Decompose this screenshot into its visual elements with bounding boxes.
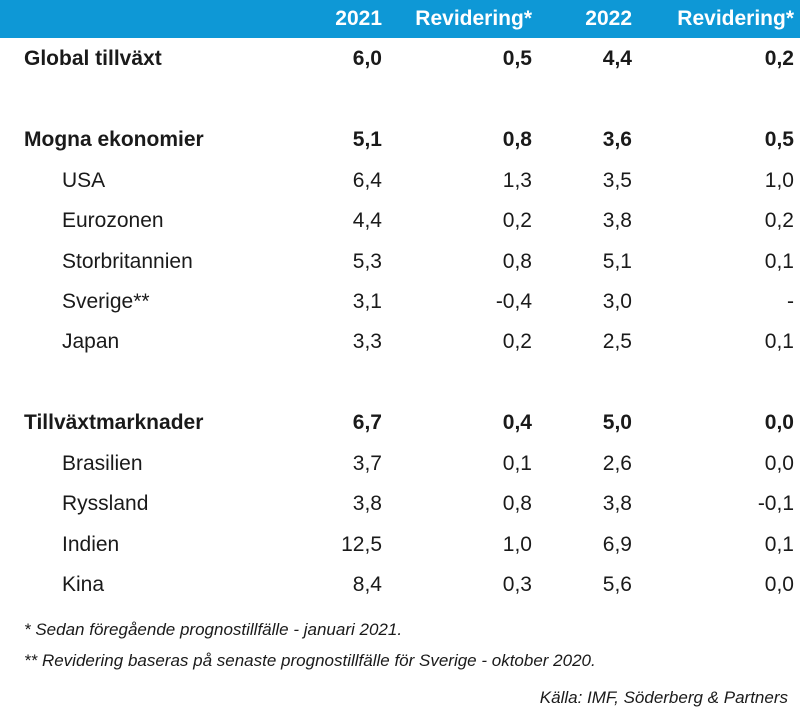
row-label: Ryssland: [62, 492, 149, 515]
revision-2021: 0,8: [502, 492, 532, 515]
header-revision-2021: Revidering*: [415, 7, 532, 30]
header-2021: 2021: [335, 7, 382, 30]
value-2021: 3,8: [352, 492, 382, 515]
revision-2021: 0,3: [502, 573, 532, 596]
row-label: Kina: [62, 573, 105, 596]
table-row-usa: USA 6,4 1,3 3,5 1,0: [0, 161, 800, 201]
value-2022: 3,8: [602, 209, 632, 232]
row-label: USA: [62, 169, 106, 192]
value-2022: 3,5: [602, 169, 632, 192]
revision-2021: 0,2: [502, 330, 532, 353]
row-label: Tillväxtmarknader: [24, 411, 204, 434]
table-row-ryssland: Ryssland 3,8 0,8 3,8 -0,1: [0, 484, 800, 524]
revision-2022: 0,5: [764, 128, 794, 151]
row-label: Japan: [62, 330, 120, 353]
row-label: Eurozonen: [62, 209, 164, 232]
row-label: Global tillväxt: [24, 47, 162, 70]
revision-2022: 0,1: [764, 330, 794, 353]
table-row-brasilien: Brasilien 3,7 0,1 2,6 0,0: [0, 444, 800, 484]
revision-2021: 0,8: [502, 250, 532, 273]
table-row-indien: Indien 12,5 1,0 6,9 0,1: [0, 525, 800, 565]
table-row-storbritannien: Storbritannien 5,3 0,8 5,1 0,1: [0, 242, 800, 282]
revision-2022: 0,0: [764, 411, 794, 434]
value-2021: 5,1: [352, 128, 382, 151]
revision-2022: 0,1: [764, 250, 794, 273]
footnote-2: ** Revidering baseras på senaste prognos…: [24, 651, 596, 670]
table-row-mogna: Mogna ekonomier 5,1 0,8 3,6 0,5: [0, 120, 800, 160]
revision-2022: 1,0: [764, 169, 794, 192]
revision-2022: 0,0: [764, 573, 794, 596]
table-row-tillvaxtmarknader: Tillväxtmarknader 6,7 0,4 5,0 0,0: [0, 403, 800, 443]
revision-2022: -: [787, 290, 794, 313]
value-2021: 6,4: [352, 169, 382, 192]
row-label: Mogna ekonomier: [24, 128, 204, 151]
header-revision-2022: Revidering*: [677, 7, 794, 30]
table-header: 2021 Revidering* 2022 Revidering*: [0, 0, 800, 38]
value-2021: 4,4: [352, 209, 382, 232]
value-2021: 3,1: [352, 290, 382, 313]
value-2022: 4,4: [602, 47, 632, 70]
revision-2021: 0,5: [502, 47, 532, 70]
footnote-1: * Sedan föregående prognostillfälle - ja…: [24, 620, 403, 639]
header-2022: 2022: [585, 7, 632, 30]
value-2022: 6,9: [602, 533, 632, 556]
value-2022: 3,6: [602, 128, 632, 151]
row-label: Sverige**: [62, 290, 150, 313]
value-2021: 6,0: [352, 47, 382, 70]
value-2021: 8,4: [352, 573, 382, 596]
source-note: Källa: IMF, Söderberg & Partners: [539, 688, 788, 707]
value-2022: 3,0: [602, 290, 632, 313]
revision-2021: 0,8: [502, 128, 532, 151]
revision-2021: -0,4: [495, 290, 532, 313]
table-row-japan: Japan 3,3 0,2 2,5 0,1: [0, 322, 800, 362]
table-row-eurozonen: Eurozonen 4,4 0,2 3,8 0,2: [0, 201, 800, 241]
revision-2021: 0,2: [502, 209, 532, 232]
row-label: Storbritannien: [62, 250, 193, 273]
revision-2021: 0,4: [502, 411, 532, 434]
value-2022: 2,6: [602, 452, 632, 475]
value-2021: 3,3: [352, 330, 382, 353]
value-2021: 6,7: [352, 411, 382, 434]
value-2022: 5,0: [602, 411, 632, 434]
revision-2022: 0,2: [764, 47, 794, 70]
table-row-global: Global tillväxt 6,0 0,5 4,4 0,2: [0, 39, 800, 79]
revision-2021: 0,1: [502, 452, 532, 475]
value-2021: 3,7: [352, 452, 382, 475]
revision-2022: 0,0: [764, 452, 794, 475]
row-label: Brasilien: [62, 452, 143, 475]
value-2022: 5,6: [602, 573, 632, 596]
value-2021: 12,5: [341, 533, 382, 556]
value-2022: 2,5: [602, 330, 632, 353]
value-2022: 3,8: [602, 492, 632, 515]
revision-2022: 0,1: [764, 533, 794, 556]
revision-2021: 1,3: [502, 169, 532, 192]
revision-2021: 1,0: [502, 533, 532, 556]
row-label: Indien: [62, 533, 120, 556]
value-2022: 5,1: [602, 250, 632, 273]
table-row-sverige: Sverige** 3,1 -0,4 3,0 -: [0, 282, 800, 322]
table-row-kina: Kina 8,4 0,3 5,6 0,0: [0, 565, 800, 605]
revision-2022: -0,1: [757, 492, 794, 515]
value-2021: 5,3: [352, 250, 382, 273]
revision-2022: 0,2: [764, 209, 794, 232]
